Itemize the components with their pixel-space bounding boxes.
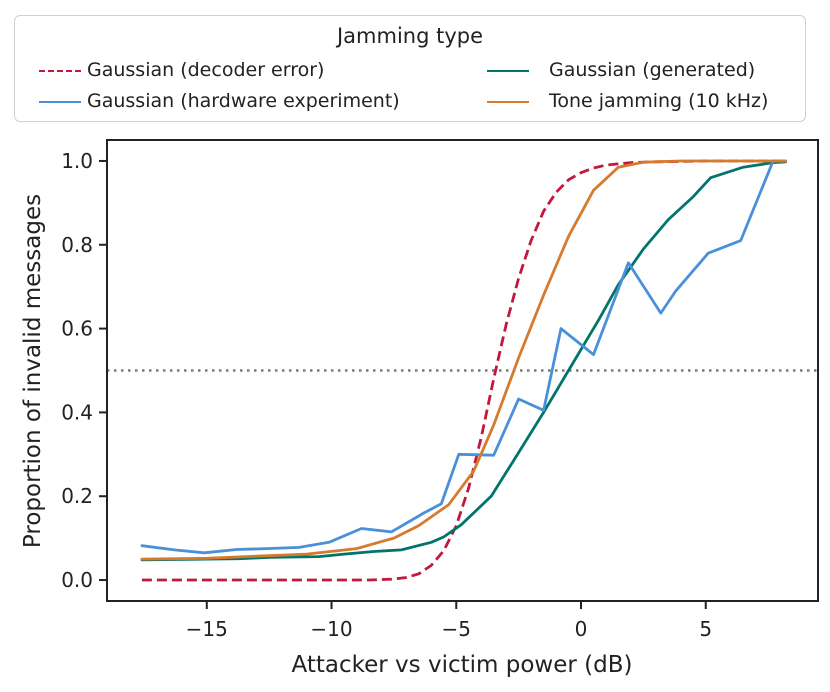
x-tick-label: −15 xyxy=(186,617,228,641)
x-tick-label: −10 xyxy=(310,617,352,641)
legend-swatch-tone xyxy=(487,101,529,103)
x-tick-label: 0 xyxy=(575,617,588,641)
y-tick-label: 0.2 xyxy=(61,484,93,508)
y-tick-label: 0.8 xyxy=(61,233,93,257)
y-tick-label: 0.4 xyxy=(61,400,93,424)
x-tick-label: −5 xyxy=(442,617,471,641)
x-axis-label: Attacker vs victim power (dB) xyxy=(292,652,633,678)
legend-entry-generated: Gaussian (generated) xyxy=(549,59,756,81)
y-axis-label: Proportion of invalid messages xyxy=(20,194,46,548)
legend: Jamming type Gaussian (decoder error) Ga… xyxy=(14,15,806,122)
series-line-1 xyxy=(140,160,787,562)
x-tick-label: 5 xyxy=(699,617,712,641)
legend-swatch-generated xyxy=(487,70,529,72)
series-line-0 xyxy=(141,159,786,582)
legend-entry-tone: Tone jamming (10 kHz) xyxy=(549,90,769,112)
axes: −15 −10 −5 0 5 0.0 0.2 0.4 0.6 0.8 1.0 xyxy=(61,139,819,641)
legend-entry-hardware: Gaussian (hardware experiment) xyxy=(87,90,400,112)
y-tick-label: 0.6 xyxy=(61,317,93,341)
legend-entry-decoder-error: Gaussian (decoder error) xyxy=(87,59,325,81)
y-tick-label: 0.0 xyxy=(61,568,93,592)
y-tick-label: 1.0 xyxy=(61,149,93,173)
plot-area xyxy=(107,159,818,582)
legend-title: Jamming type xyxy=(336,24,484,48)
legend-swatch-hardware xyxy=(39,101,81,103)
series-line-2 xyxy=(140,159,787,555)
plot-frame xyxy=(106,139,819,602)
series-line-3 xyxy=(140,159,787,561)
legend-swatch-decoder-error xyxy=(39,70,81,72)
